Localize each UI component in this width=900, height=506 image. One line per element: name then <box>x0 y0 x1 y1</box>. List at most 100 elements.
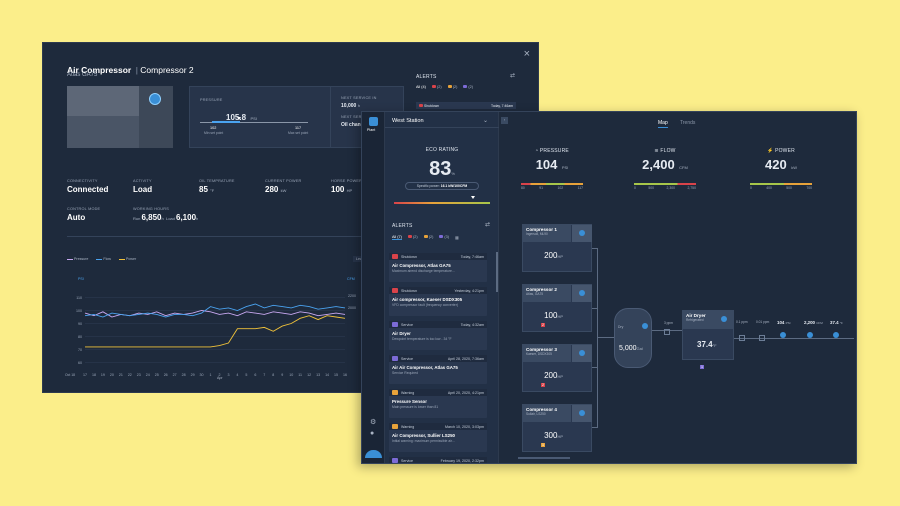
pressure-panel: PRESSURE 105.8 PSI 102 Min set point 117… <box>189 86 349 148</box>
compressor-card[interactable]: Compressor 4 Sullair, LS250 300HP 1 <box>522 404 592 452</box>
alert-item[interactable]: Warning March 10, 2020, 3:03pm Air Compre… <box>389 423 487 452</box>
compressor-badge: 2 <box>541 323 545 327</box>
x-tick-label: 17 <box>83 373 87 377</box>
plant-icon[interactable] <box>369 117 378 126</box>
x-tick-label: 26 <box>164 373 168 377</box>
alert-type-icon <box>392 356 398 361</box>
alert-item[interactable]: Shutdown Today, 7:46am Air Compressor, At… <box>389 253 487 282</box>
alert-item[interactable]: Shutdown Today, 7:46am <box>416 102 516 109</box>
tank-value: 5,000Gal <box>619 345 643 352</box>
x-tick-label: 29 <box>191 373 195 377</box>
x-tick-label: 16 <box>343 373 347 377</box>
collapse-icon[interactable]: ‹ <box>501 117 508 124</box>
tab-service[interactable]: (3) <box>439 235 449 240</box>
compressor-icon <box>579 350 585 356</box>
pipe-c1 <box>592 248 598 249</box>
eco-marker <box>471 196 475 199</box>
tab-trends[interactable]: Trends <box>680 120 696 126</box>
scrollbar[interactable] <box>496 252 498 292</box>
alert-title: Pressure Sensor <box>392 399 427 404</box>
tab-shutdown[interactable]: (2) <box>407 235 418 240</box>
sort-icon[interactable]: ⇄ <box>485 222 491 228</box>
series-power-line <box>85 315 346 348</box>
compressor-badge: 1 <box>541 443 545 447</box>
tab-all[interactable]: All (7) <box>392 235 402 240</box>
sensor-icon <box>780 332 786 338</box>
right-axis-unit: CFM <box>347 277 355 281</box>
air-dryer-card[interactable]: Air Dryer Refrigerated 37.4°F <box>682 310 734 360</box>
x-tick-label: 1 <box>210 373 212 377</box>
legend-flow: Flow <box>96 257 111 261</box>
pressure-value: 105.8 PSI <box>226 113 257 122</box>
legend-button[interactable]: Lea <box>353 256 365 262</box>
alert-item[interactable]: Service February 19, 2020, 2:32pm <box>389 457 487 463</box>
metric-bar <box>750 183 812 185</box>
metric-icon: ◔ <box>535 148 539 154</box>
next-service2-label: NEXT SERV <box>341 115 365 119</box>
x-tick-label: 12 <box>307 373 311 377</box>
alert-desc: Initial warning: maximum permissible air… <box>392 439 455 443</box>
metric-icon: ≋ <box>654 148 659 154</box>
outlet-value: 2,200 CFM <box>804 320 823 338</box>
x-tick-label: 20 <box>110 373 114 377</box>
close-icon[interactable]: × <box>523 48 530 60</box>
tab-map[interactable]: Map <box>658 120 668 128</box>
nav-plant-label: Plant <box>367 128 376 132</box>
dryer-model: Refrigerated <box>686 318 704 322</box>
compressor-card[interactable]: Compressor 3 Kaeser, DSDX305 200HP 2 <box>522 344 592 392</box>
gear-icon[interactable]: ⚙ <box>370 419 377 426</box>
compressor-value: 100HP <box>544 311 563 320</box>
y-right-tick-label: 2000 <box>348 306 356 310</box>
scroll-indicator[interactable] <box>518 457 570 459</box>
x-tick-label: 24 <box>146 373 150 377</box>
alert-title: Air compressor, Kaeser DSDX305 <box>392 297 463 302</box>
metric-bar <box>634 183 696 185</box>
compressor-card[interactable]: Compressor 1 Ingersoll, ML90 200HP <box>522 224 592 272</box>
pressure-track <box>200 122 308 123</box>
metric-flow: ≋ FLOW 2,400 CFM 0 500 2,300 2,750 <box>634 148 696 190</box>
tab-shutdown[interactable]: (2) <box>431 85 442 89</box>
next-service-value: 10,000 h <box>341 103 360 109</box>
flow-label-3: 0.01 ppm <box>756 320 770 324</box>
max-setpoint-value: 117 <box>295 126 302 130</box>
y-tick-label: 60 <box>78 361 82 365</box>
station-select[interactable]: West Station ⌄ <box>385 116 499 128</box>
alert-item[interactable]: Shutdown Yesterday, 4:21pm Air compressor… <box>389 287 487 316</box>
tab-warning[interactable]: (2) <box>423 235 433 240</box>
alert-desc: Service Required <box>392 371 419 375</box>
compressor-value: 200HP <box>544 251 563 260</box>
working-hours: WORKING HOURS Run 6,850h Load 6,100h <box>133 207 199 222</box>
sort-icon[interactable]: ⇄ <box>510 73 516 79</box>
filter-icon[interactable]: ▦ <box>455 236 459 240</box>
compressor-model: Atlas, GA75 <box>526 292 544 296</box>
compressor-card[interactable]: Compressor 2 Atlas, GA75 100HP 2 <box>522 284 592 332</box>
alert-title: Air Dryer <box>392 331 411 336</box>
compressor-name: Compressor 4 <box>526 407 557 412</box>
tab-all[interactable]: All (4) <box>416 85 426 89</box>
alert-item[interactable]: Warning April 20, 2020, 4:21pm Pressure S… <box>389 389 487 418</box>
compressor-model: Sullair, LS250 <box>526 412 546 416</box>
alert-type: Shutdown <box>401 288 417 293</box>
x-tick-label: 4 <box>236 373 238 377</box>
x-tick-label: 11 <box>298 373 302 377</box>
specific-power-badge: Specific power: 16.1 kW/100CFM <box>405 182 479 190</box>
alert-time: April 20, 2020, 4:21pm <box>447 390 484 395</box>
air-tank[interactable]: Dry 5,000Gal <box>614 308 652 368</box>
pipe-out <box>734 338 854 339</box>
user-icon[interactable]: ● <box>370 430 375 437</box>
dryer-name: Air Dryer <box>686 313 706 318</box>
metric-icon: ⚡ <box>767 148 774 154</box>
tab-warning[interactable]: (2) <box>447 85 457 89</box>
nav-rail: Plant ⚙ ● <box>362 112 385 463</box>
y-tick-label: 90 <box>78 322 82 326</box>
pipe-manifold <box>597 248 598 428</box>
series-pressure-line <box>84 310 346 318</box>
stats-row: CONNECTIVITY Connected ACTIVITY Load OIL T… <box>67 179 387 194</box>
tab-service[interactable]: (2) <box>463 85 473 89</box>
tank-name: Dry <box>618 325 624 329</box>
alert-item[interactable]: Service April 28, 2020, 7:36am Air Air Co… <box>389 355 487 384</box>
sensor-icon <box>807 332 813 338</box>
alert-time: Yesterday, 4:21pm <box>454 288 484 293</box>
alert-type: Service <box>401 322 413 327</box>
alert-item[interactable]: Service Today, 4:32am Air Dryer Dewpoint … <box>389 321 487 350</box>
